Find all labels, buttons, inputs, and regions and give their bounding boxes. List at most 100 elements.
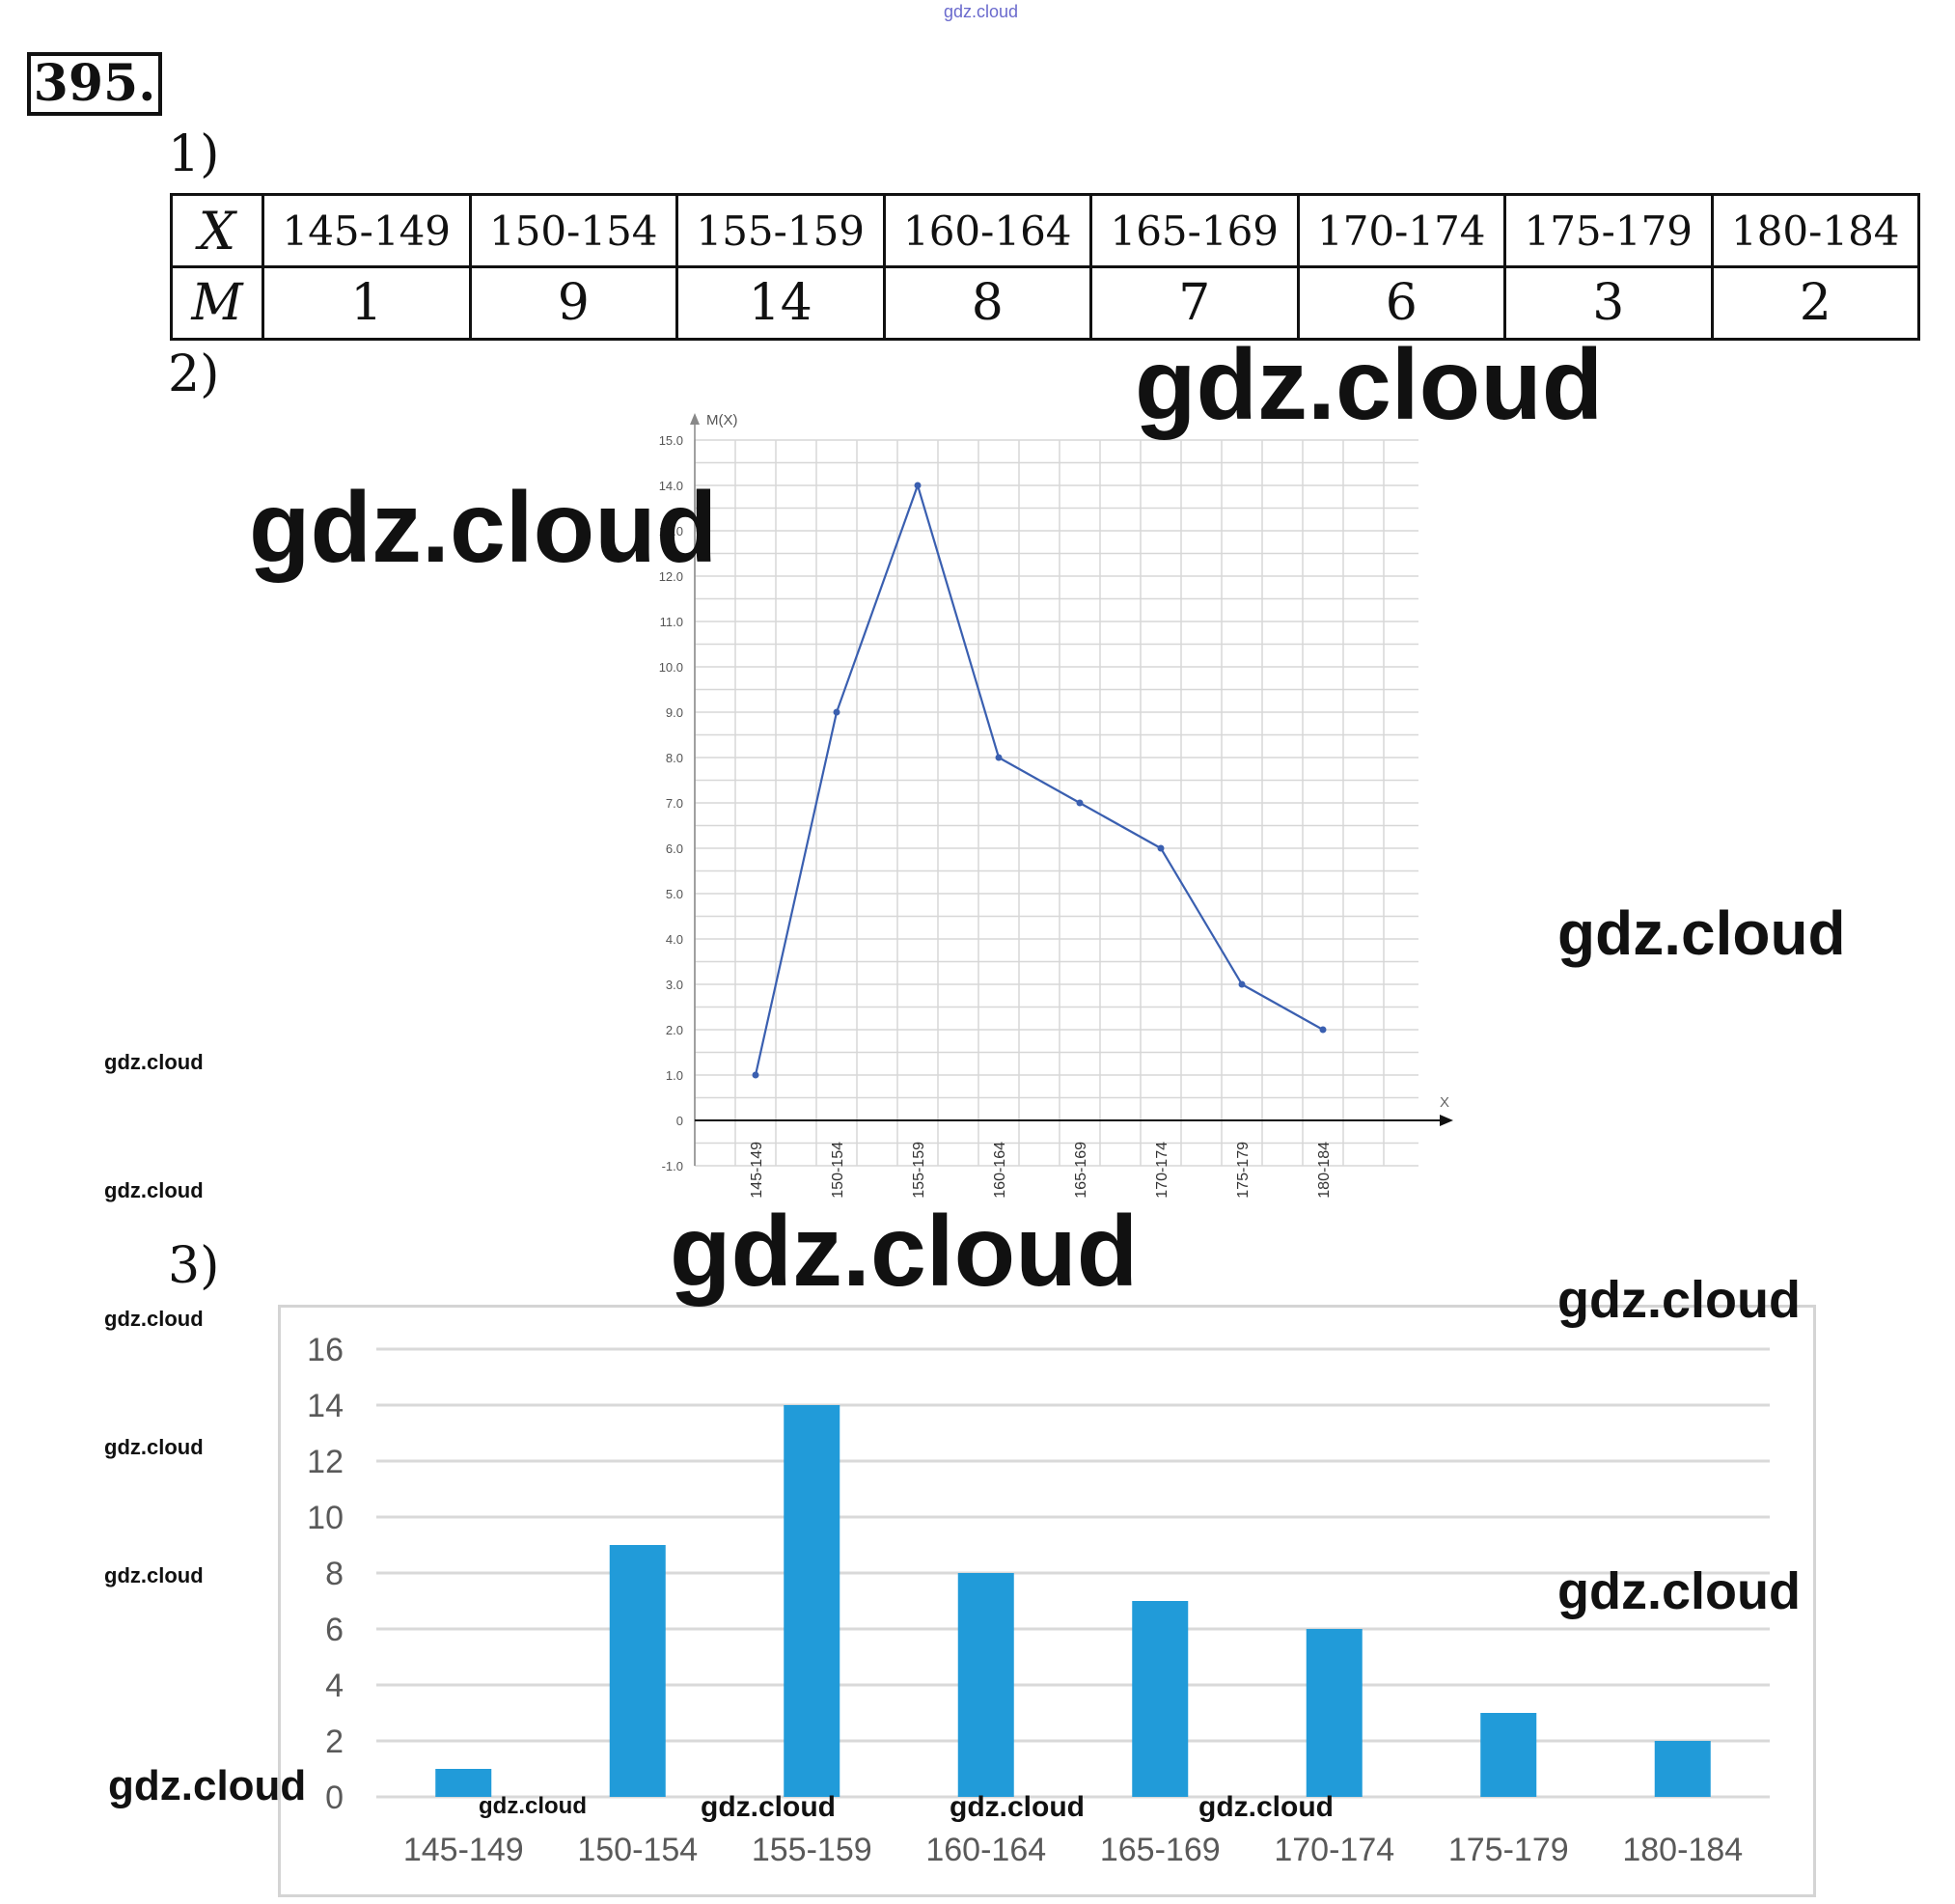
frequency-bar-chart: 0 2 4 6 8 10 12 14 16 145-149 150-154 155-159 160-16…	[278, 1305, 1816, 1897]
data-point	[833, 708, 840, 716]
watermark: gdz.cloud	[104, 1435, 204, 1459]
watermark: gdz.cloud	[950, 1791, 1085, 1823]
x-tick-label: 155-159	[911, 1142, 927, 1199]
x-tick-label: 180-184	[1316, 1142, 1333, 1199]
y-tick-label: 5.0	[666, 887, 683, 901]
bar	[784, 1405, 840, 1797]
y-axis-arrow	[690, 413, 700, 425]
count-cell: 8	[882, 265, 1092, 341]
x-tick-label: 150-154	[830, 1142, 846, 1199]
watermark: gdz.cloud	[670, 1196, 1139, 1308]
watermark: gdz.cloud	[1557, 1271, 1801, 1329]
count-cell: 7	[1089, 265, 1300, 341]
y-tick-label: 8.0	[666, 751, 683, 765]
count-cell: 9	[468, 265, 678, 341]
series-line	[754, 482, 1324, 1076]
x-tick-label: 175-179	[1448, 1832, 1569, 1868]
x-axis-arrow	[1440, 1115, 1453, 1126]
interval-cell: 170-174	[1296, 193, 1506, 268]
y-axis-title: M(X)	[706, 412, 738, 428]
count-cell: 14	[675, 265, 886, 341]
x-tick-label: 155-159	[752, 1832, 872, 1868]
x-tick-label: 145-149	[403, 1832, 524, 1868]
part-1-label: 1)	[168, 125, 220, 183]
watermark: gdz.cloud	[104, 1178, 204, 1202]
y-tick-label: 10	[307, 1500, 344, 1536]
bar	[1480, 1713, 1537, 1797]
part-2-label: 2)	[168, 345, 220, 403]
count-cell: 3	[1503, 265, 1714, 341]
x-tick-label: 180-184	[1622, 1832, 1743, 1868]
interval-cell: 175-179	[1503, 193, 1714, 268]
watermark-top: gdz.cloud	[944, 2, 1019, 21]
y-tick-label: 1.0	[666, 1068, 683, 1083]
watermark: gdz.cloud	[1198, 1791, 1334, 1823]
data-point	[1076, 799, 1084, 807]
watermark: gdz.cloud	[1557, 1562, 1801, 1620]
bar	[435, 1769, 492, 1797]
data-point	[914, 482, 922, 489]
x-tick-label: 165-169	[1073, 1142, 1089, 1199]
x-tick-label: 150-154	[577, 1832, 698, 1868]
y-tick-label: 16	[307, 1332, 344, 1368]
x-tick-label: 160-164	[925, 1832, 1046, 1868]
data-point	[752, 1071, 759, 1079]
interval-cell: 165-169	[1089, 193, 1300, 268]
interval-cell: 145-149	[262, 193, 472, 268]
watermark: gdz.cloud	[701, 1791, 836, 1823]
count-cell: 6	[1296, 265, 1506, 341]
x-tick-label: 145-149	[749, 1142, 765, 1199]
y-tick-label: 12.0	[659, 569, 683, 584]
y-tick-label: 10.0	[659, 660, 683, 675]
y-tick-label: 9.0	[666, 705, 683, 720]
x-axis-title: X	[1440, 1094, 1449, 1111]
watermark: gdz.cloud	[1557, 898, 1846, 968]
frequency-table: X 145-149 150-154 155-159 160-164 165-16…	[170, 193, 1920, 341]
y-tick-label: 15.0	[659, 433, 683, 448]
interval-cell: 180-184	[1710, 193, 1920, 268]
y-tick-label: 4.0	[666, 932, 683, 947]
interval-cell: 155-159	[675, 193, 886, 268]
x-tick-label: 170-174	[1274, 1832, 1394, 1868]
row-label-x: X	[170, 193, 264, 268]
y-tick-label: 11.0	[660, 615, 683, 629]
interval-cell: 150-154	[468, 193, 678, 268]
y-tick-label: 7.0	[666, 796, 683, 811]
data-point	[995, 754, 1003, 761]
y-tick-label: 0	[676, 1114, 683, 1128]
y-tick-label: 2	[325, 1724, 344, 1760]
y-tick-label: 4	[325, 1668, 344, 1704]
part-3-label: 3)	[168, 1237, 220, 1295]
bar	[1654, 1741, 1711, 1797]
data-point	[1319, 1026, 1327, 1034]
x-tick-label: 175-179	[1235, 1142, 1252, 1199]
count-cell: 2	[1710, 265, 1920, 341]
y-tick-label: 6.0	[666, 842, 683, 856]
table-row-x: X 145-149 150-154 155-159 160-164 165-16…	[170, 193, 1920, 268]
y-tick-label: 13.0	[659, 524, 683, 538]
interval-cell: 160-164	[882, 193, 1092, 268]
watermark: gdz.cloud	[1135, 329, 1604, 441]
y-tick-label: 14	[307, 1388, 344, 1424]
data-point	[1157, 844, 1165, 852]
x-tick-label: 160-164	[992, 1142, 1008, 1199]
bar	[1132, 1601, 1189, 1797]
y-tick-label: 3.0	[666, 978, 683, 992]
y-tick-label: 12	[307, 1444, 344, 1480]
watermark: gdz.cloud	[104, 1050, 204, 1074]
problem-number: 395.	[27, 52, 162, 116]
watermark: gdz.cloud	[108, 1762, 307, 1809]
frequency-polygon-chart: 15.0 14.0 13.0 12.0 11.0 10.0 9.0 8.0 7.0 6.0 5.0 4…	[659, 412, 1453, 1199]
watermark: gdz.cloud	[104, 1563, 204, 1587]
watermark: gdz.cloud	[249, 472, 718, 584]
y-tick-label: 8	[325, 1556, 344, 1592]
table-row-m: M 1 9 14 8 7 6 3 2	[170, 265, 1920, 341]
y-tick-label: 0	[325, 1780, 344, 1816]
count-cell: 1	[262, 265, 472, 341]
watermark: gdz.cloud	[104, 1307, 204, 1331]
y-tick-label: -1.0	[662, 1159, 683, 1173]
watermark: gdz.cloud	[479, 1793, 587, 1819]
row-label-m: M	[170, 265, 264, 341]
data-point	[1238, 980, 1246, 988]
x-tick-label: 165-169	[1100, 1832, 1221, 1868]
